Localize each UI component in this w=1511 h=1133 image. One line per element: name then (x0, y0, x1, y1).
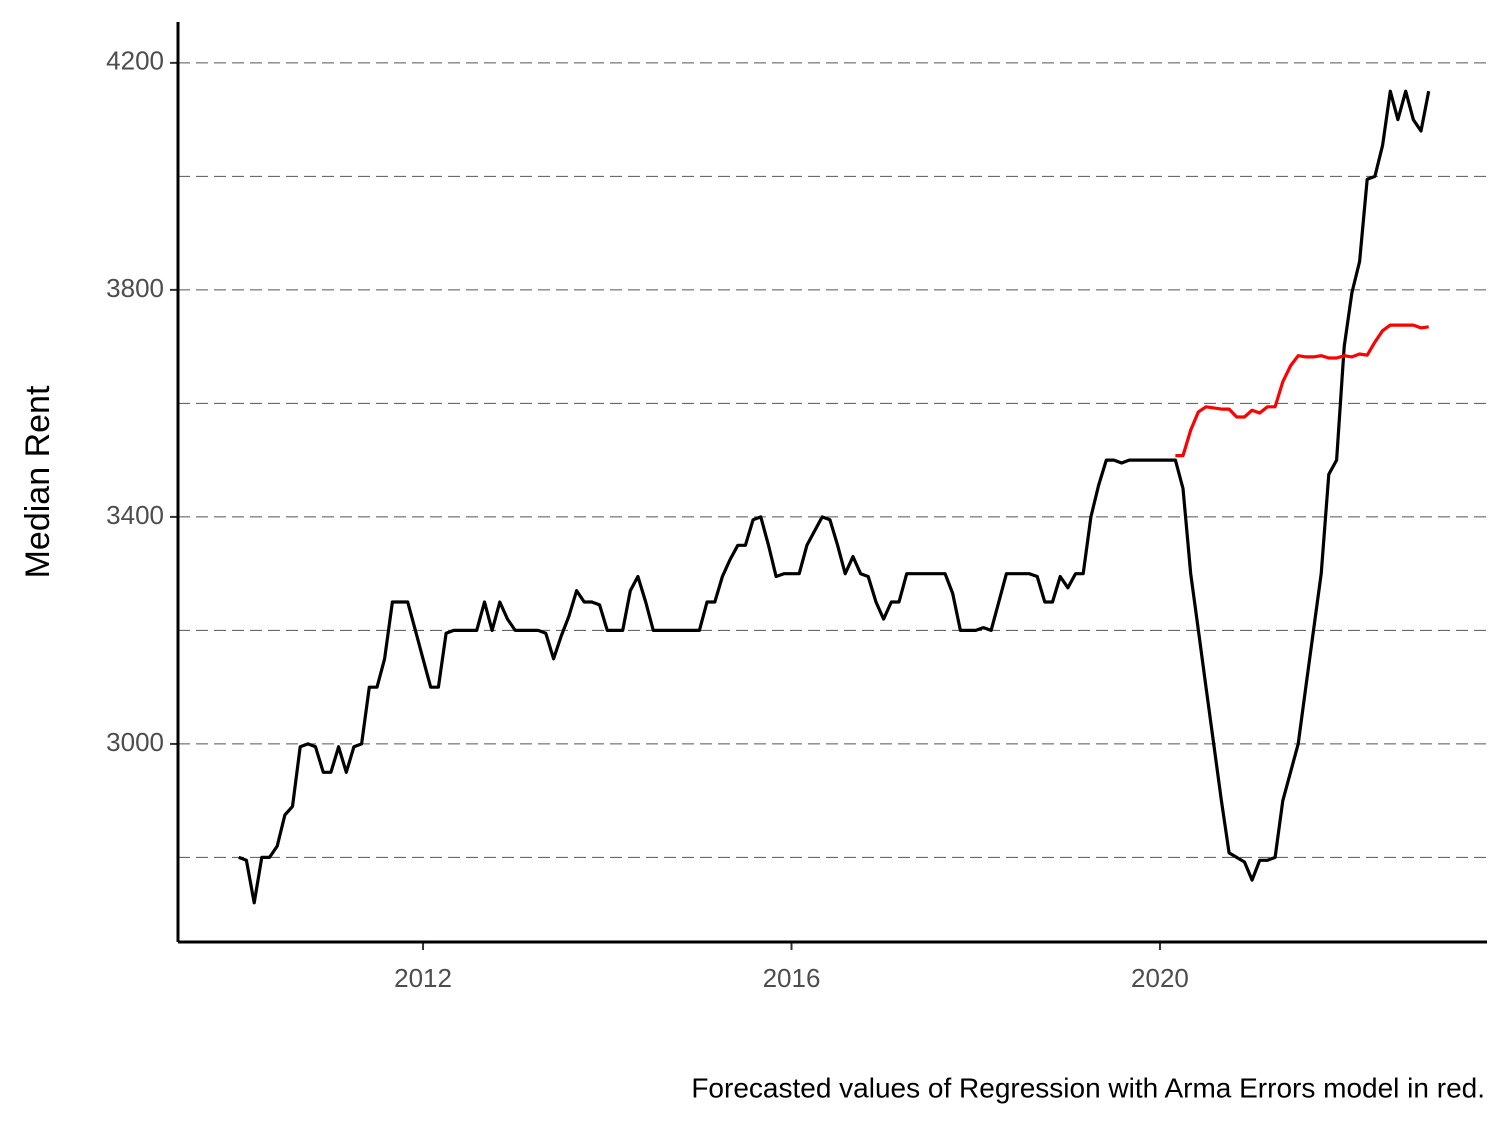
y-tick-label: 3800 (106, 273, 164, 303)
x-tick-label: 2012 (394, 963, 452, 993)
y-axis-label: Median Rent (19, 385, 57, 578)
y-tick-label: 4200 (106, 46, 164, 76)
series-line (1175, 323, 1429, 458)
y-tick-label: 3400 (106, 500, 164, 530)
x-tick-label: 2020 (1131, 963, 1189, 993)
x-tick-label: 2016 (763, 963, 821, 993)
caption: Forecasted values of Regression with Arm… (691, 1072, 1485, 1103)
series-line (238, 89, 1431, 905)
y-tick-label: 3000 (106, 727, 164, 757)
